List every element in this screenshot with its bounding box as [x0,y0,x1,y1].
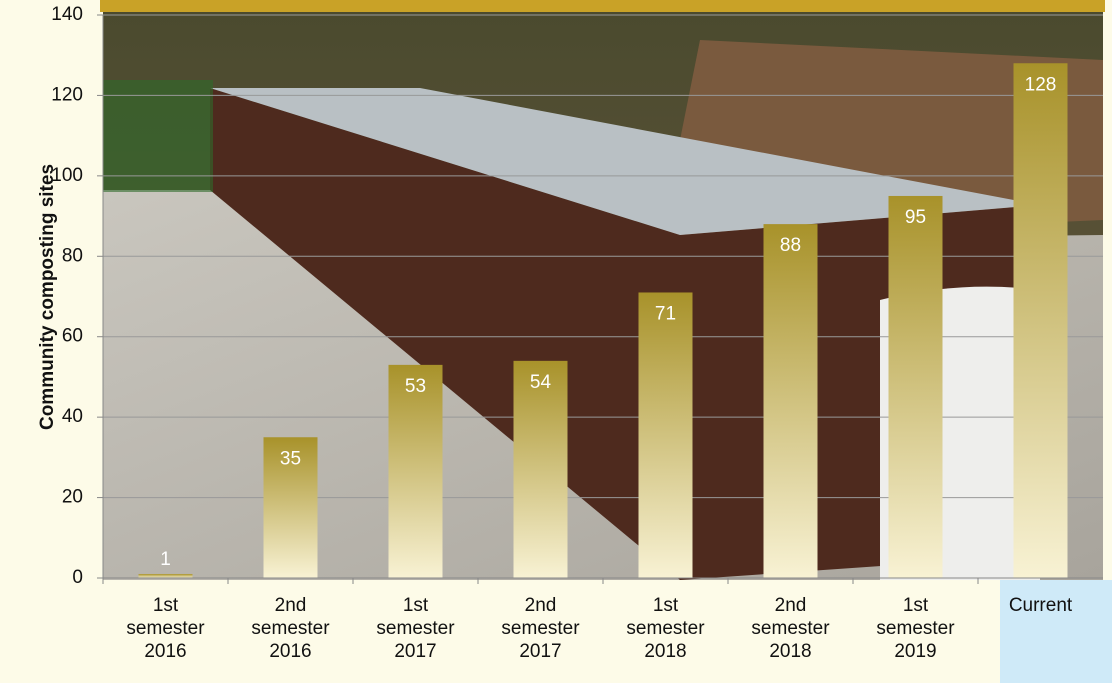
y-tick-label: 120 [51,84,83,105]
bar [139,574,193,578]
background-photo [103,0,1103,580]
data-label: 35 [280,448,301,469]
y-tick-label: 40 [62,406,83,427]
data-label: 54 [530,372,552,393]
bar [639,292,693,578]
data-label: 1 [160,549,171,570]
data-label: 53 [405,376,426,397]
chart: Community composting sites 0 20 40 60 80 100 1… [0,0,1112,683]
data-label: 71 [655,303,676,324]
bar [514,361,568,578]
x-tick-label: 2nd semester 2016 [248,594,334,663]
bar [1014,63,1068,578]
x-tick-label: 1st semester 2017 [373,594,459,663]
bar [764,224,818,578]
x-tick-label: 1st semester 2018 [623,594,709,663]
x-tick-label: 2nd semester 2017 [498,594,584,663]
x-tick-label: 2nd semester 2018 [748,594,834,663]
data-label: 95 [905,207,926,228]
y-tick-label: 0 [72,567,83,588]
x-tick-label: 1st semester 2019 [873,594,959,663]
page: Community composting sites 0 20 40 60 80 100 1… [0,0,1112,683]
y-tick-label: 80 [62,245,83,266]
banner [100,0,1105,12]
x-tick-label: Current [998,594,1084,617]
y-tick-label: 20 [62,487,83,508]
bar [889,196,943,578]
data-label: 88 [780,235,801,256]
y-tick-label: 140 [51,4,83,25]
y-tick-label: 100 [51,165,83,186]
x-tick-label: 1st semester 2016 [123,594,209,663]
y-axis-title: Community composting sites [37,164,58,430]
y-tick-label: 60 [62,326,83,347]
data-label: 128 [1025,74,1057,95]
